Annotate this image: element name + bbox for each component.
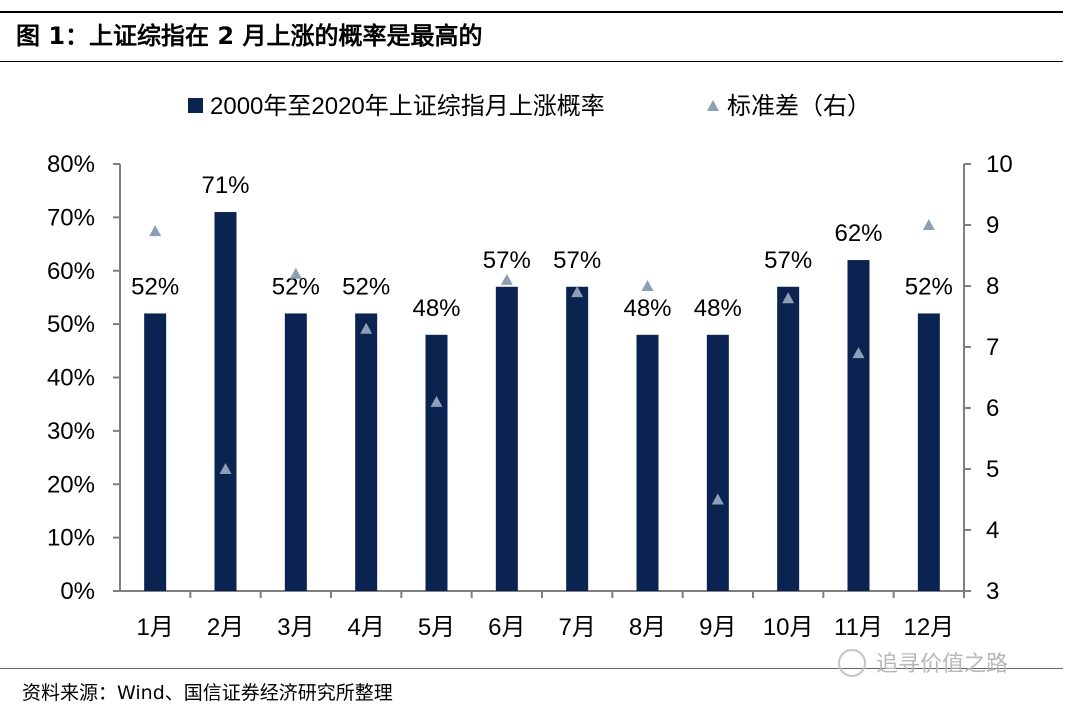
x-tick-label: 7月	[558, 614, 595, 641]
bar	[847, 260, 870, 591]
x-tick-label: 5月	[418, 614, 455, 641]
bar	[425, 334, 448, 591]
legend-std-label: 标准差（右）	[727, 93, 871, 120]
x-tick-label: 6月	[488, 614, 525, 641]
bar-data-label: 57%	[553, 247, 601, 274]
bar-data-label: 48%	[412, 295, 460, 322]
std-marker	[852, 347, 865, 359]
y-left-tick-label: 10%	[47, 525, 95, 552]
x-tick-label: 8月	[629, 614, 666, 641]
legend-bar-label: 2000年至2020年上证综指月上涨概率	[210, 93, 605, 120]
bar	[777, 286, 800, 591]
std-marker	[782, 292, 795, 304]
bar	[636, 334, 659, 591]
x-tick-label: 9月	[699, 614, 736, 641]
x-tick-label: 2月	[207, 614, 244, 641]
y-right-tick-label: 7	[986, 334, 999, 361]
bar-data-label: 52%	[342, 273, 390, 300]
y-right-tick-label: 8	[986, 273, 999, 300]
y-right-tick-label: 6	[986, 395, 999, 422]
x-tick-label: 10月	[763, 614, 814, 641]
header-bottom-rule	[0, 61, 1063, 62]
x-tick-label: 11月	[834, 614, 883, 641]
footer-rule	[0, 668, 1063, 669]
figure-title: 图 1：上证综指在 2 月上涨的概率是最高的	[16, 22, 483, 50]
y-right-tick-label: 3	[986, 578, 999, 605]
std-marker	[430, 395, 443, 407]
bar-data-label: 52%	[905, 273, 953, 300]
std-marker	[922, 219, 935, 230]
x-tick-label: 1月	[136, 614, 173, 641]
std-marker	[289, 267, 302, 279]
std-marker	[571, 286, 584, 298]
std-marker	[641, 280, 654, 291]
bar	[566, 286, 589, 591]
chart: 2000年至2020年上证综指月上涨概率 标准差（右） 0% 10% 20% 30% 40%…	[47, 93, 1013, 641]
x-tick-label: 3月	[277, 614, 314, 641]
y-right-tick-label: 9	[986, 212, 999, 239]
y-left-tick-label: 70%	[47, 204, 95, 231]
legend-bar-swatch	[188, 98, 203, 113]
legend-triangle-swatch	[707, 100, 719, 111]
std-marker	[219, 463, 232, 474]
header-top-rule	[0, 11, 1063, 13]
wechat-icon	[838, 649, 866, 677]
watermark: 追寻价值之路	[838, 646, 1008, 679]
y-right-tick-label: 10	[986, 151, 1013, 178]
std-marker	[500, 273, 513, 285]
bar	[214, 212, 237, 591]
y-left-tick-label: 20%	[47, 471, 95, 498]
bar-data-label: 71%	[201, 172, 249, 199]
bar	[355, 313, 378, 591]
std-marker	[360, 322, 373, 334]
watermark-text: 追寻价值之路	[876, 652, 1009, 677]
bar	[144, 313, 167, 591]
std-marker	[149, 225, 162, 237]
bar	[706, 334, 729, 591]
bar-data-label: 57%	[483, 247, 531, 274]
y-left-tick-label: 50%	[47, 311, 95, 338]
y-left-tick-label: 60%	[47, 258, 95, 285]
y-left-tick-label: 0%	[60, 578, 95, 605]
x-tick-label: 12月	[903, 614, 954, 641]
std-marker	[711, 493, 724, 505]
bar	[495, 286, 518, 591]
y-left-tick-label: 80%	[47, 151, 95, 178]
y-left-tick-label: 40%	[47, 365, 95, 392]
bar	[917, 313, 940, 591]
bar-data-label: 52%	[131, 273, 179, 300]
y-right-tick-label: 5	[986, 456, 999, 483]
bar-data-label: 62%	[834, 220, 882, 247]
bar-data-label: 48%	[623, 295, 671, 322]
x-tick-label: 4月	[347, 614, 384, 641]
bar-data-label: 48%	[694, 295, 742, 322]
source-note: 资料来源：Wind、国信证券经济研究所整理	[22, 682, 393, 704]
bar	[284, 313, 307, 591]
bar-data-label: 57%	[764, 247, 812, 274]
y-left-tick-label: 30%	[47, 418, 95, 445]
y-right-tick-label: 4	[986, 517, 999, 544]
